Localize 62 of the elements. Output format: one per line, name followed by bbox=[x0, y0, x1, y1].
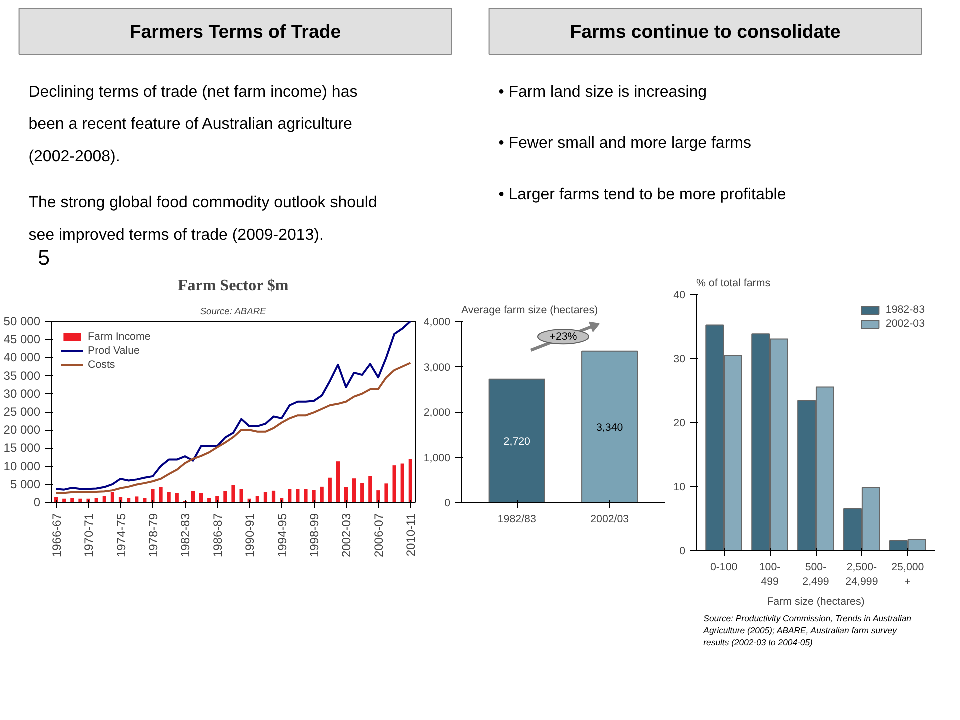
x-tick-label: 1982/83 bbox=[498, 514, 536, 526]
y-axis-title: % of total farms bbox=[696, 278, 771, 290]
data-label: 3,340 bbox=[596, 422, 624, 434]
y-tick-label: 3,000 bbox=[424, 362, 451, 374]
y-tick-label: 40 bbox=[674, 290, 686, 302]
x-tick-label: 1986-87 bbox=[210, 513, 225, 558]
x-tick-label: 2006-07 bbox=[372, 513, 386, 558]
y-tick-label: 0 bbox=[680, 546, 686, 558]
annotation: +23% bbox=[550, 330, 578, 343]
x-tick-label: 1966-67 bbox=[50, 513, 64, 558]
chart-title: Farm Sector $m bbox=[178, 278, 290, 294]
y-axis-title: Average farm size (hectares) bbox=[462, 304, 598, 316]
legend-label: Prod Value bbox=[88, 345, 140, 357]
x-tick-label: 1978-79 bbox=[146, 513, 160, 558]
legend-label: Costs bbox=[88, 359, 116, 371]
legend-label: 1982-83 bbox=[886, 304, 925, 316]
y-tick-label: 40 000 bbox=[4, 350, 41, 365]
y-tick-label: 10 bbox=[674, 482, 686, 494]
legend-label: Farm Income bbox=[88, 331, 151, 343]
x-tick-label: 1982-83 bbox=[178, 513, 193, 558]
text: Farms continue to consolidate bbox=[570, 21, 841, 42]
text: Declining terms of trade (net farm income) has been a recent feature of Australian agriculture (2002-2008). bbox=[28, 84, 358, 166]
x-tick-label: 2002-03 bbox=[340, 513, 354, 558]
y-tick-label: 30 000 bbox=[4, 386, 41, 401]
data-label: 2,720 bbox=[504, 436, 531, 448]
x-tick-label: 1994-95 bbox=[275, 513, 290, 558]
y-tick-label: 30 bbox=[674, 354, 686, 366]
x-tick-label: 0-100 bbox=[710, 562, 738, 574]
y-tick-label: 0 bbox=[34, 496, 41, 510]
x-tick-label: 500- 2,499 bbox=[802, 562, 830, 588]
y-tick-label: 15 000 bbox=[4, 441, 41, 456]
x-tick-label: 25,000 + bbox=[892, 562, 924, 588]
y-tick-label: 20 bbox=[674, 418, 686, 430]
y-tick-label: 25 000 bbox=[4, 405, 41, 419]
x-tick-label: 1990-91 bbox=[243, 513, 258, 558]
x-tick-label: 1970-71 bbox=[82, 513, 96, 558]
x-tick-label: 1974-75 bbox=[114, 513, 128, 558]
y-tick-label: 0 bbox=[444, 498, 451, 510]
y-tick-label: 1,000 bbox=[424, 452, 451, 464]
source-note: Source: Productivity Commission, Trends in Australian Agriculture (2005); ABARE, Australian farm survey results (2002-03 to 2004-05) bbox=[702, 614, 912, 648]
y-tick-label: 35 000 bbox=[4, 368, 41, 383]
y-tick-label: 45 000 bbox=[4, 332, 41, 347]
source-note: Source: ABARE bbox=[200, 306, 268, 316]
x-tick-label: 2002/03 bbox=[590, 514, 630, 526]
y-tick-label: 5 000 bbox=[10, 477, 41, 492]
x-tick-label: 2,500- 24,999 bbox=[846, 562, 878, 588]
legend-label: 2002-03 bbox=[886, 318, 925, 330]
x-axis-title: Farm size (hectares) bbox=[767, 596, 865, 608]
x-tick-label: 100- 499 bbox=[759, 562, 782, 588]
x-tick-label: 2010-11 bbox=[404, 513, 418, 557]
y-tick-label: 50 000 bbox=[4, 314, 41, 328]
y-tick-label: 4,000 bbox=[424, 316, 451, 328]
text: • Farm land size is increasing bbox=[498, 84, 708, 101]
text: The strong global food commodity outlook should see improved terms of trade (2009-2013). bbox=[28, 194, 378, 244]
text: • Fewer small and more large farms bbox=[498, 135, 752, 152]
y-tick-label: 10 000 bbox=[4, 459, 41, 474]
y-tick-label: 20 000 bbox=[4, 423, 41, 438]
text: • Larger farms tend to be more profitable bbox=[498, 186, 786, 204]
y-tick-label: 2,000 bbox=[424, 407, 451, 419]
text: 5 bbox=[38, 246, 50, 270]
x-tick-label: 1998-99 bbox=[308, 513, 322, 558]
text: Farmers Terms of Trade bbox=[130, 21, 342, 42]
